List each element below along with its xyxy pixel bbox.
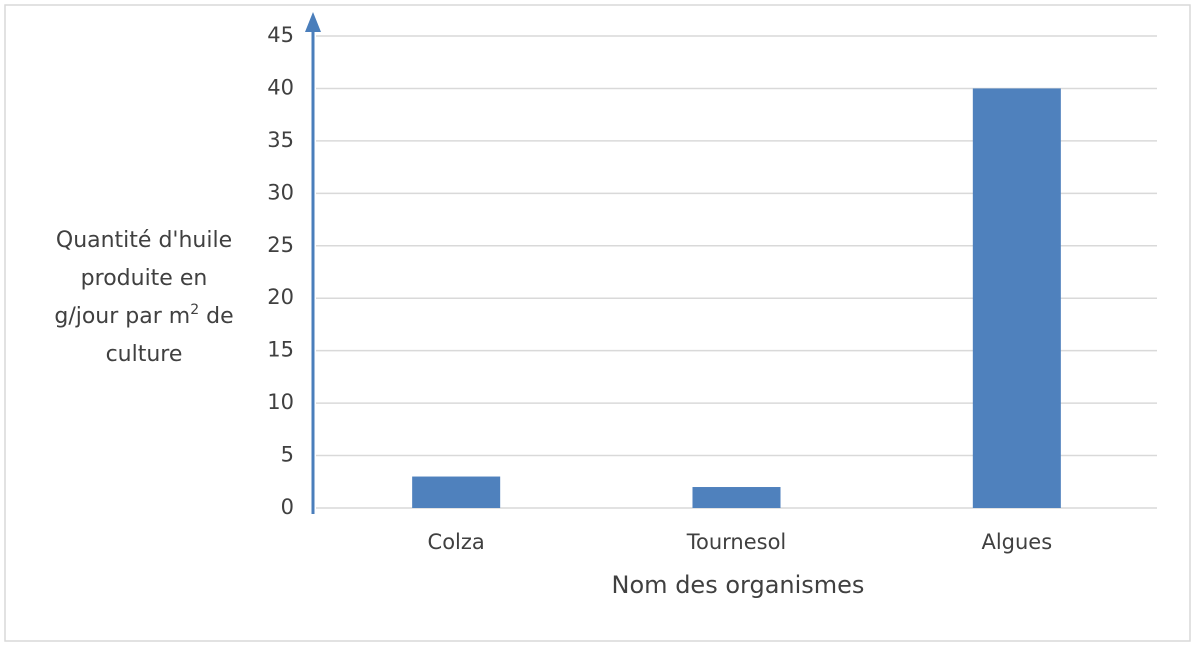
y-label-superscript: 2 xyxy=(190,302,200,318)
y-tick-label: 30 xyxy=(267,180,294,204)
bar xyxy=(972,88,1061,508)
bar xyxy=(412,476,501,508)
y-axis-title: Quantité d'huile produite en g/jour par … xyxy=(24,222,264,374)
y-tick-label: 20 xyxy=(267,285,294,309)
y-tick-label: 25 xyxy=(267,233,294,257)
y-tick-label: 5 xyxy=(281,443,294,467)
x-axis-title: Nom des organismes xyxy=(612,571,865,599)
bar xyxy=(692,487,781,508)
y-label-line: produite en xyxy=(80,266,208,291)
arrow-head xyxy=(305,12,321,32)
x-tick-label: Colza xyxy=(428,530,485,554)
y-tick-label: 10 xyxy=(267,390,294,414)
y-tick-label: 0 xyxy=(281,495,294,519)
y-label-line: g/jour par m xyxy=(54,304,191,329)
y-label-line: de xyxy=(206,304,234,329)
y-tick-label: 40 xyxy=(267,75,294,99)
y-tick-label: 35 xyxy=(267,128,294,152)
y-label-line: culture xyxy=(105,342,183,367)
y-label-line: Quantité d'huile xyxy=(55,228,233,253)
x-tick-label: Algues xyxy=(981,530,1052,554)
y-tick-label: 45 xyxy=(267,23,294,47)
bars xyxy=(412,88,1061,508)
y-tick-label: 15 xyxy=(267,338,294,362)
x-tick-label: Tournesol xyxy=(686,530,787,554)
